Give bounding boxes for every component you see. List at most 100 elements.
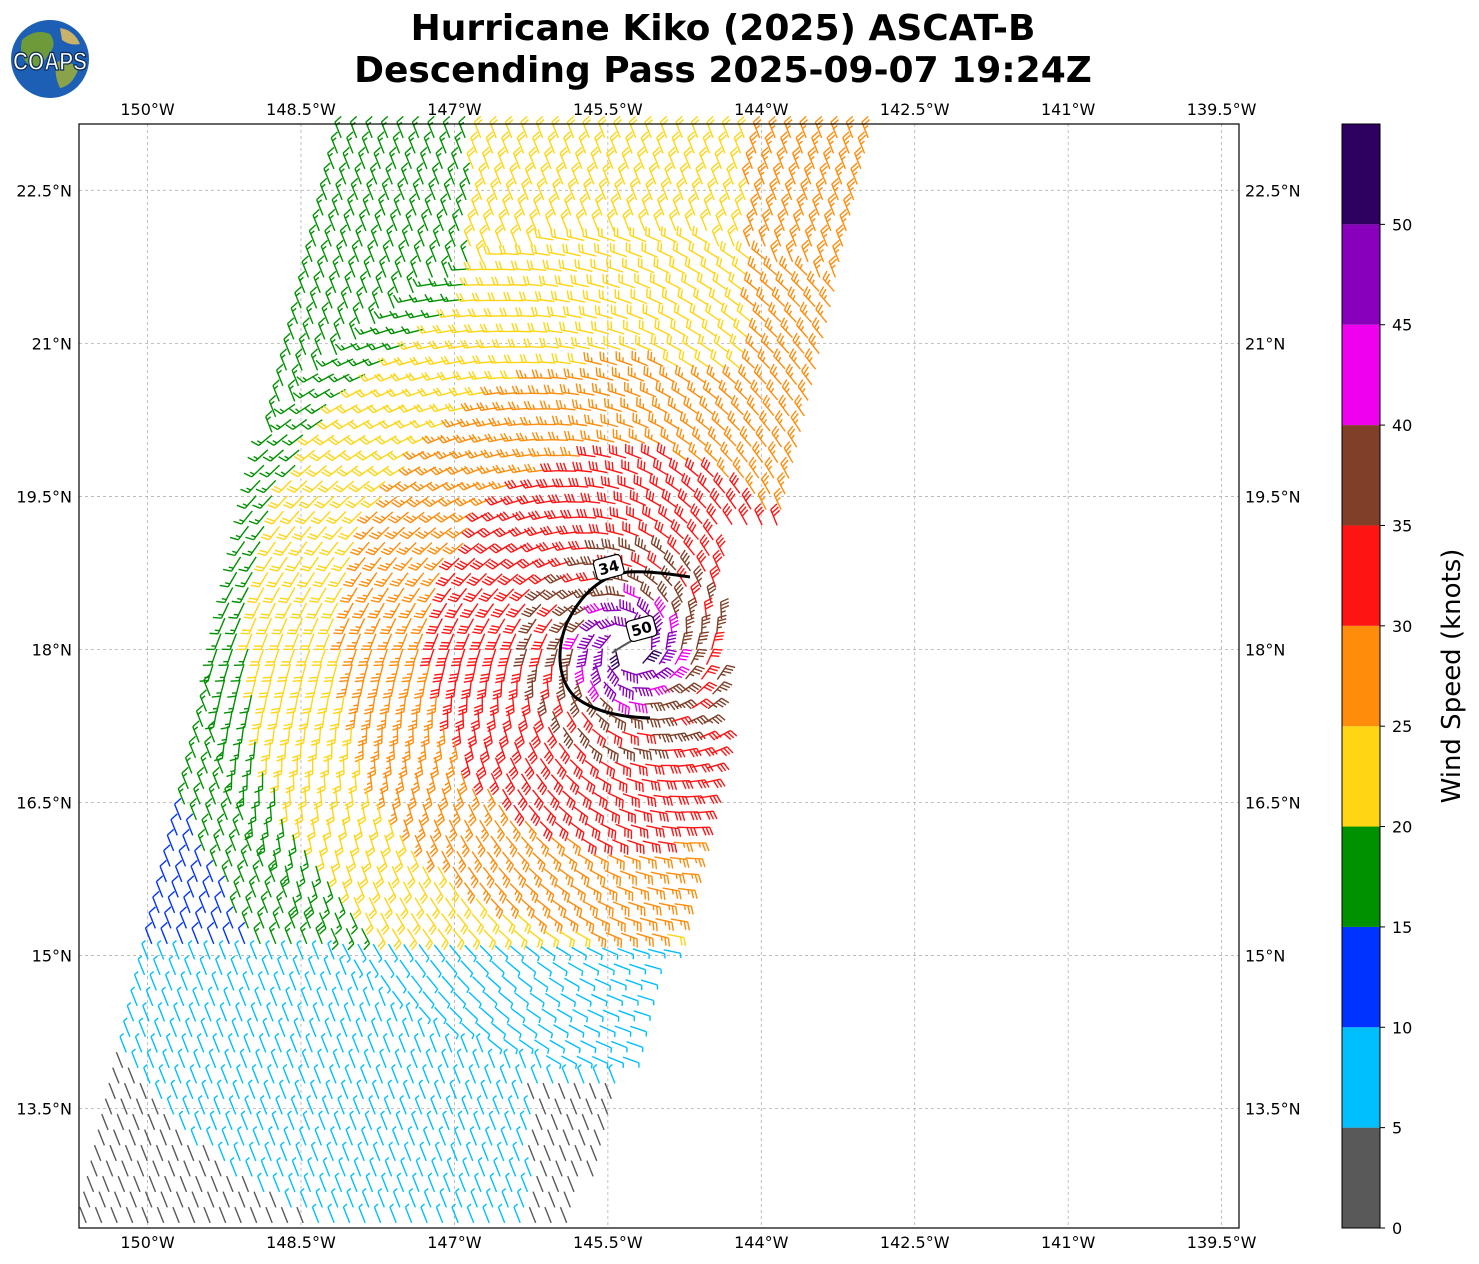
wind-barb bbox=[811, 317, 824, 339]
wind-barb bbox=[346, 131, 354, 154]
wind-barb bbox=[583, 352, 602, 366]
wind-barb bbox=[532, 131, 541, 154]
wind-barb bbox=[317, 317, 326, 340]
wind-barb bbox=[771, 286, 786, 307]
wind-barb bbox=[709, 348, 725, 369]
colorbar-tick-label: 35 bbox=[1392, 516, 1412, 535]
wind-barb bbox=[499, 370, 521, 380]
wind-barb bbox=[792, 208, 802, 232]
wind-barb bbox=[729, 146, 739, 170]
wind-barb bbox=[290, 301, 299, 325]
wind-barb bbox=[720, 302, 736, 322]
wind-barb bbox=[515, 369, 537, 379]
wind-barb bbox=[338, 162, 347, 185]
wind-barb bbox=[625, 131, 634, 154]
wind-barb bbox=[371, 286, 380, 309]
wind-barb bbox=[725, 348, 740, 369]
lon-tick-label-top: 147°W bbox=[427, 100, 482, 119]
wind-barb bbox=[540, 162, 550, 185]
wind-barb bbox=[735, 240, 751, 260]
wind-barb bbox=[691, 177, 701, 201]
wind-barb bbox=[521, 177, 530, 201]
wind-barb bbox=[650, 334, 667, 352]
wind-barb bbox=[698, 146, 708, 170]
wind-barb bbox=[593, 243, 612, 258]
lat-tick-label-right: 13.5°N bbox=[1245, 1100, 1301, 1119]
wind-barb bbox=[776, 332, 790, 354]
wind-barb bbox=[536, 177, 546, 201]
wind-barb bbox=[428, 177, 436, 201]
wind-barb bbox=[319, 177, 328, 201]
wind-barb bbox=[350, 343, 373, 351]
wind-barb bbox=[618, 273, 636, 289]
wind-barb bbox=[316, 255, 325, 278]
wind-barb bbox=[482, 208, 492, 232]
wind-barb bbox=[361, 131, 370, 154]
wind-barb bbox=[548, 193, 558, 216]
wind-barb bbox=[533, 193, 542, 216]
colorbar-bin bbox=[1342, 224, 1380, 325]
wind-barb bbox=[425, 255, 434, 278]
wind-barb bbox=[816, 239, 826, 263]
wind-barb bbox=[609, 131, 619, 154]
wind-barb bbox=[679, 162, 689, 185]
wind-barb bbox=[440, 255, 449, 278]
map-background bbox=[79, 124, 1239, 1228]
wind-barb bbox=[574, 258, 593, 273]
wind-barb bbox=[483, 370, 506, 380]
wind-barb bbox=[758, 224, 767, 247]
wind-barb bbox=[358, 208, 367, 232]
wind-barb bbox=[448, 224, 456, 247]
wind-barb bbox=[388, 146, 397, 170]
wind-barbs bbox=[79, 115, 870, 1224]
wind-barb bbox=[729, 333, 744, 353]
wind-barb bbox=[703, 240, 720, 260]
lon-tick-label-bottom: 147°W bbox=[427, 1233, 482, 1252]
wind-barb bbox=[687, 131, 696, 154]
wind-barb bbox=[755, 286, 770, 307]
wind-barb bbox=[436, 208, 444, 232]
wind-barb bbox=[405, 372, 428, 382]
wind-barb bbox=[594, 305, 613, 320]
wind-barb bbox=[815, 301, 828, 323]
lat-tick-label-right: 16.5°N bbox=[1245, 794, 1301, 813]
wind-barb bbox=[610, 304, 629, 320]
wind-barb bbox=[534, 228, 554, 241]
wind-barb bbox=[717, 317, 732, 338]
wind-barb bbox=[552, 177, 561, 201]
wind-barb bbox=[743, 271, 759, 291]
wind-barb bbox=[638, 319, 656, 336]
wind-barb bbox=[764, 317, 778, 338]
wind-barb bbox=[785, 239, 795, 263]
wind-barb bbox=[563, 368, 583, 380]
colorbar-tick-label: 40 bbox=[1392, 416, 1412, 435]
lon-tick-label-bottom: 148.5°W bbox=[266, 1233, 336, 1252]
wind-barb bbox=[401, 224, 410, 247]
wind-barb bbox=[646, 288, 663, 305]
wind-barb bbox=[701, 318, 717, 337]
logo-text: COAPS bbox=[13, 48, 87, 76]
wind-barb bbox=[812, 255, 822, 278]
wind-barb bbox=[392, 131, 401, 154]
wind-barb bbox=[397, 177, 405, 201]
wind-barb bbox=[474, 177, 484, 201]
wind-barb bbox=[741, 162, 751, 185]
wind-barb bbox=[562, 243, 581, 257]
wind-barb bbox=[454, 131, 463, 154]
wind-barb bbox=[652, 146, 662, 170]
wind-barb bbox=[534, 291, 555, 303]
wind-barb bbox=[818, 286, 832, 308]
wind-barb bbox=[707, 177, 716, 201]
lon-tick-label-top: 145.5°W bbox=[573, 100, 643, 119]
wind-barb bbox=[664, 162, 674, 185]
wind-barb bbox=[750, 193, 759, 216]
wind-barb bbox=[493, 162, 503, 185]
wind-barb bbox=[544, 208, 554, 232]
wind-barb bbox=[791, 146, 801, 170]
wind-barb bbox=[578, 243, 597, 257]
wind-barb bbox=[726, 162, 736, 185]
wind-barb bbox=[439, 131, 447, 154]
wind-barb bbox=[777, 208, 787, 232]
wind-barb bbox=[678, 349, 695, 368]
wind-barb bbox=[296, 373, 319, 383]
